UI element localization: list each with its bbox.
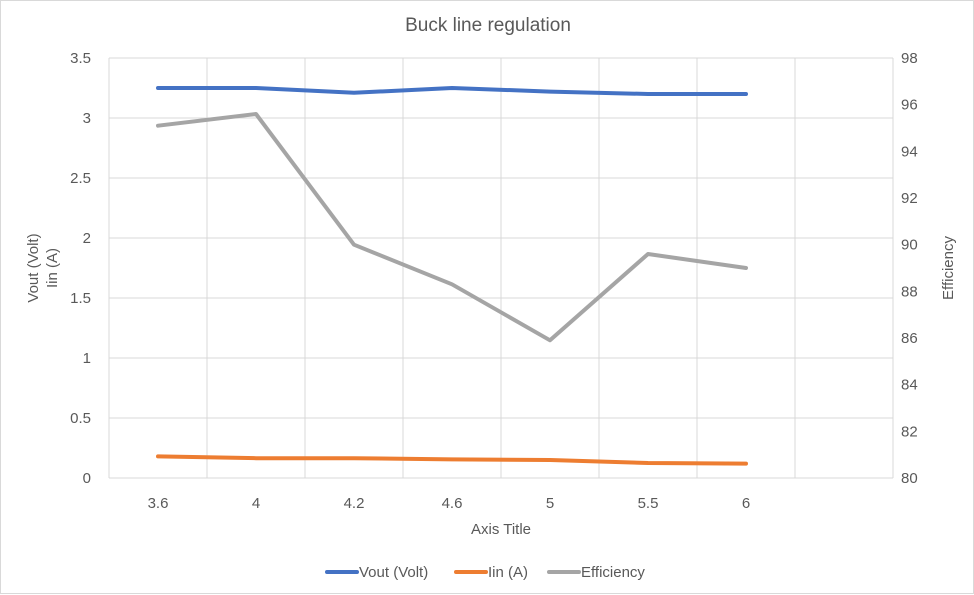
series-lines [156,86,748,466]
x-tick-label: 4.6 [442,495,463,512]
y-right-tick-label: 92 [901,190,918,207]
x-tick-label: 4.2 [344,495,365,512]
x-axis-title: Axis Title [471,521,531,538]
series-line-vout-volt [156,86,748,96]
y-right-tick-label: 98 [901,50,918,67]
y-right-tick-label: 86 [901,330,918,347]
y-right-tick-label: 88 [901,283,918,300]
right-axis-title: Efficiency [940,236,957,300]
y-right-tick-label: 90 [901,237,918,254]
legend-label: Iin (A) [488,564,528,581]
y-right-tick-label: 84 [901,377,918,394]
x-tick-label: 3.6 [148,495,169,512]
series-line-iin-a [156,454,748,466]
axis-tick-labels: 0 0.5 1 1.5 2 2.5 3 3.5 80 82 84 86 88 90 92 94 96 98 3.6 4… [70,50,918,512]
y-left-tick-label: 0 [83,470,91,487]
y-right-tick-label: 80 [901,470,918,487]
x-tick-label: 4 [252,495,260,512]
y-right-tick-label: 96 [901,97,918,114]
legend-label: Efficiency [581,564,645,581]
y-right-tick-label: 94 [901,143,918,160]
y-left-tick-label: 0.5 [70,410,91,427]
y-left-tick-label: 2 [83,230,91,247]
y-right-tick-label: 82 [901,423,918,440]
y-left-tick-label: 2.5 [70,170,91,187]
y-left-tick-label: 1.5 [70,290,91,307]
x-tick-label: 5 [546,495,554,512]
y-left-tick-label: 1 [83,350,91,367]
left-axis-title-vout: Vout (Volt) [25,233,42,302]
legend: Vout (Volt) Iin (A) Efficiency [325,564,645,581]
legend-label: Vout (Volt) [359,564,428,581]
x-tick-label: 5.5 [638,495,659,512]
left-axis-title-iin: Iin (A) [44,248,61,288]
y-left-tick-label: 3.5 [70,50,91,67]
series-line-efficiency [156,112,748,343]
chart-title: Buck line regulation [405,15,571,36]
y-left-tick-label: 3 [83,110,91,127]
x-tick-label: 6 [742,495,750,512]
gridlines [108,57,894,479]
